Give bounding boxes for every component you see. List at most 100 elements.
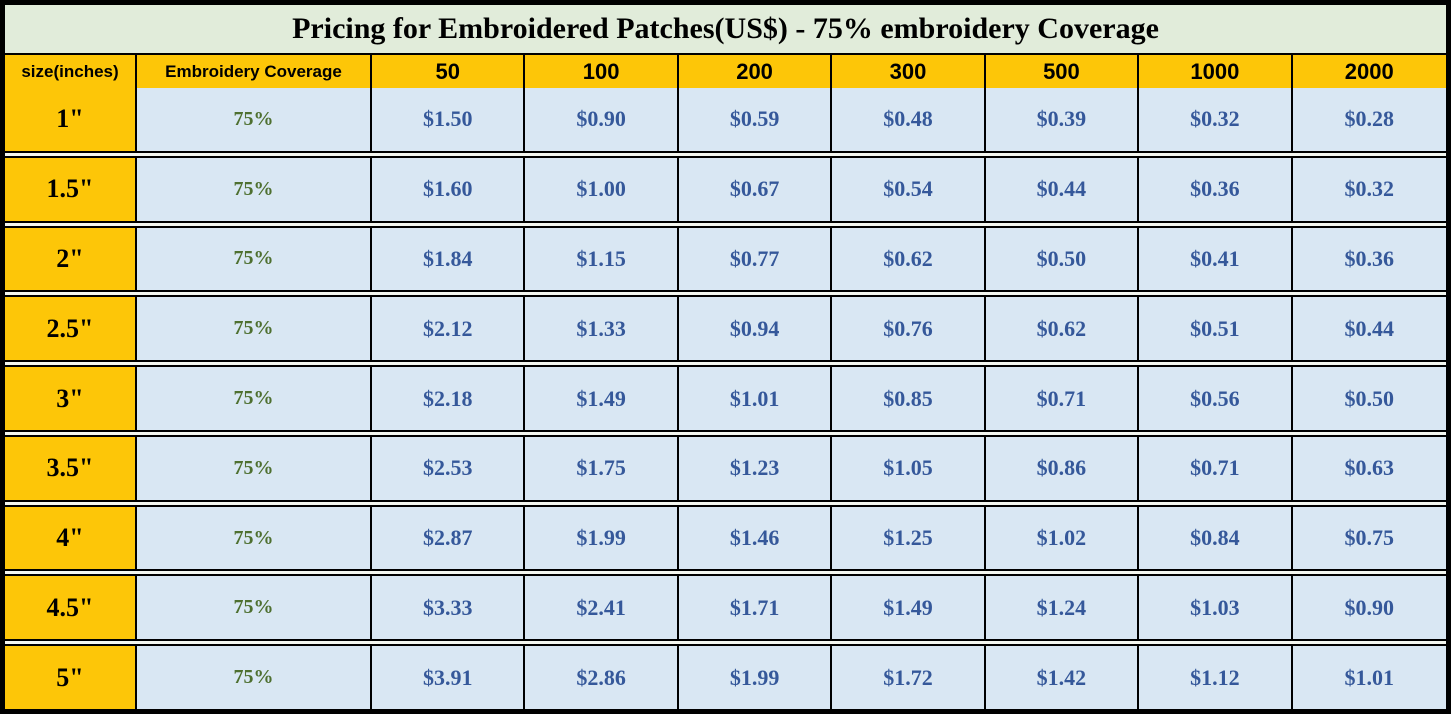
price-cell: $2.12: [372, 297, 526, 361]
price-cell: $1.33: [525, 297, 679, 361]
coverage-cell: 75%: [137, 436, 372, 500]
price-cell: $0.50: [1292, 367, 1446, 430]
price-cell: $1.02: [985, 506, 1140, 570]
price-cell: $2.53: [372, 436, 526, 500]
price-cell: $1.05: [832, 436, 986, 500]
column-header-label: size(inches): [5, 55, 137, 88]
price-cell: $0.71: [1139, 436, 1293, 500]
price-cell: $1.24: [985, 576, 1140, 640]
price-cell: $1.12: [1139, 646, 1293, 710]
size-cell: 1.5": [5, 157, 137, 221]
price-cell: $0.86: [985, 436, 1140, 500]
size-cell: 1": [5, 88, 137, 151]
coverage-cell: 75%: [137, 227, 372, 291]
column-header-quantity: 500: [985, 55, 1140, 88]
table-row: 4" 75% $2.87 $1.99 $1.46 $1.25 $1.02 $0.84 $0.75: [5, 504, 1446, 572]
coverage-cell: 75%: [137, 367, 372, 430]
column-header-quantity: 2000: [1292, 55, 1446, 88]
price-cell: $0.39: [985, 88, 1140, 151]
price-cell: $1.42: [985, 646, 1140, 710]
price-cell: $0.50: [985, 227, 1140, 291]
table-header-row: size(inches) Embroidery Coverage 50 100 200 3…: [5, 55, 1446, 88]
price-cell: $0.90: [1292, 576, 1446, 640]
table-row: 3.5" 75% $2.53 $1.75 $1.23 $1.05 $0.86 $0.71 $0.…: [5, 434, 1446, 502]
price-cell: $0.32: [1139, 88, 1293, 151]
coverage-cell: 75%: [137, 646, 372, 710]
price-cell: $0.44: [985, 157, 1140, 221]
table-body: 1" 75% $1.50 $0.90 $0.59 $0.48 $0.39 $0.32 $0.28…: [5, 88, 1446, 710]
price-cell: $1.01: [678, 367, 833, 430]
price-cell: $2.86: [525, 646, 679, 710]
price-cell: $0.77: [678, 227, 833, 291]
price-cell: $0.76: [832, 297, 986, 361]
price-cell: $3.91: [372, 646, 526, 710]
table-row: 4.5" 75% $3.33 $2.41 $1.71 $1.49 $1.24 $1.03 $0.…: [5, 574, 1446, 642]
price-cell: $1.71: [678, 576, 833, 640]
size-cell: 3.5": [5, 436, 137, 500]
column-header-label: Embroidery Coverage: [137, 55, 372, 88]
price-cell: $0.67: [678, 157, 833, 221]
price-cell: $1.25: [832, 506, 986, 570]
price-cell: $0.32: [1292, 157, 1446, 221]
table-row: 2.5" 75% $2.12 $1.33 $0.94 $0.76 $0.62 $0.51 $0.…: [5, 295, 1446, 363]
price-cell: $1.72: [832, 646, 986, 710]
size-cell: 4.5": [5, 576, 137, 640]
price-cell: $0.94: [678, 297, 833, 361]
price-cell: $0.63: [1292, 436, 1446, 500]
price-cell: $0.75: [1292, 506, 1446, 570]
price-cell: $0.62: [985, 297, 1140, 361]
price-cell: $1.46: [678, 506, 833, 570]
price-cell: $0.90: [525, 88, 679, 151]
price-cell: $0.36: [1139, 157, 1293, 221]
price-cell: $0.71: [985, 367, 1140, 430]
price-cell: $0.44: [1292, 297, 1446, 361]
price-cell: $0.28: [1292, 88, 1446, 151]
coverage-cell: 75%: [137, 88, 372, 151]
coverage-cell: 75%: [137, 506, 372, 570]
price-cell: $0.51: [1139, 297, 1293, 361]
coverage-cell: 75%: [137, 576, 372, 640]
price-cell: $1.49: [832, 576, 986, 640]
size-cell: 2.5": [5, 297, 137, 361]
table-row: 3" 75% $2.18 $1.49 $1.01 $0.85 $0.71 $0.56 $0.50: [5, 365, 1446, 432]
price-cell: $0.36: [1292, 227, 1446, 291]
price-cell: $1.00: [525, 157, 679, 221]
table-row: 1" 75% $1.50 $0.90 $0.59 $0.48 $0.39 $0.32 $0.28: [5, 88, 1446, 153]
coverage-cell: 75%: [137, 157, 372, 221]
price-cell: $2.41: [525, 576, 679, 640]
price-cell: $3.33: [372, 576, 526, 640]
price-cell: $1.23: [678, 436, 833, 500]
column-header-quantity: 1000: [1139, 55, 1293, 88]
price-cell: $1.99: [525, 506, 679, 570]
table-row: 2" 75% $1.84 $1.15 $0.77 $0.62 $0.50 $0.41 $0.36: [5, 225, 1446, 293]
table-row: 1.5" 75% $1.60 $1.00 $0.67 $0.54 $0.44 $0.36 $0.…: [5, 155, 1446, 223]
price-cell: $0.54: [832, 157, 986, 221]
price-cell: $0.62: [832, 227, 986, 291]
column-header-quantity: 200: [678, 55, 833, 88]
price-cell: $0.85: [832, 367, 986, 430]
price-cell: $0.84: [1139, 506, 1293, 570]
page-title: Pricing for Embroidered Patches(US$) - 7…: [292, 12, 1159, 45]
price-cell: $1.60: [372, 157, 526, 221]
price-cell: $2.87: [372, 506, 526, 570]
table-title-row: Pricing for Embroidered Patches(US$) - 7…: [5, 5, 1446, 55]
price-cell: $2.18: [372, 367, 526, 430]
column-header-quantity: 300: [832, 55, 986, 88]
size-cell: 4": [5, 506, 137, 570]
price-cell: $0.41: [1139, 227, 1293, 291]
size-cell: 5": [5, 646, 137, 710]
price-cell: $0.59: [678, 88, 833, 151]
price-cell: $1.75: [525, 436, 679, 500]
price-cell: $0.56: [1139, 367, 1293, 430]
size-cell: 2": [5, 227, 137, 291]
price-cell: $1.84: [372, 227, 526, 291]
column-header-quantity: 50: [372, 55, 526, 88]
price-cell: $0.48: [832, 88, 986, 151]
price-cell: $1.99: [678, 646, 833, 710]
size-cell: 3": [5, 367, 137, 430]
price-cell: $1.50: [372, 88, 526, 151]
price-cell: $1.15: [525, 227, 679, 291]
price-cell: $1.01: [1292, 646, 1446, 710]
price-cell: $1.03: [1139, 576, 1293, 640]
